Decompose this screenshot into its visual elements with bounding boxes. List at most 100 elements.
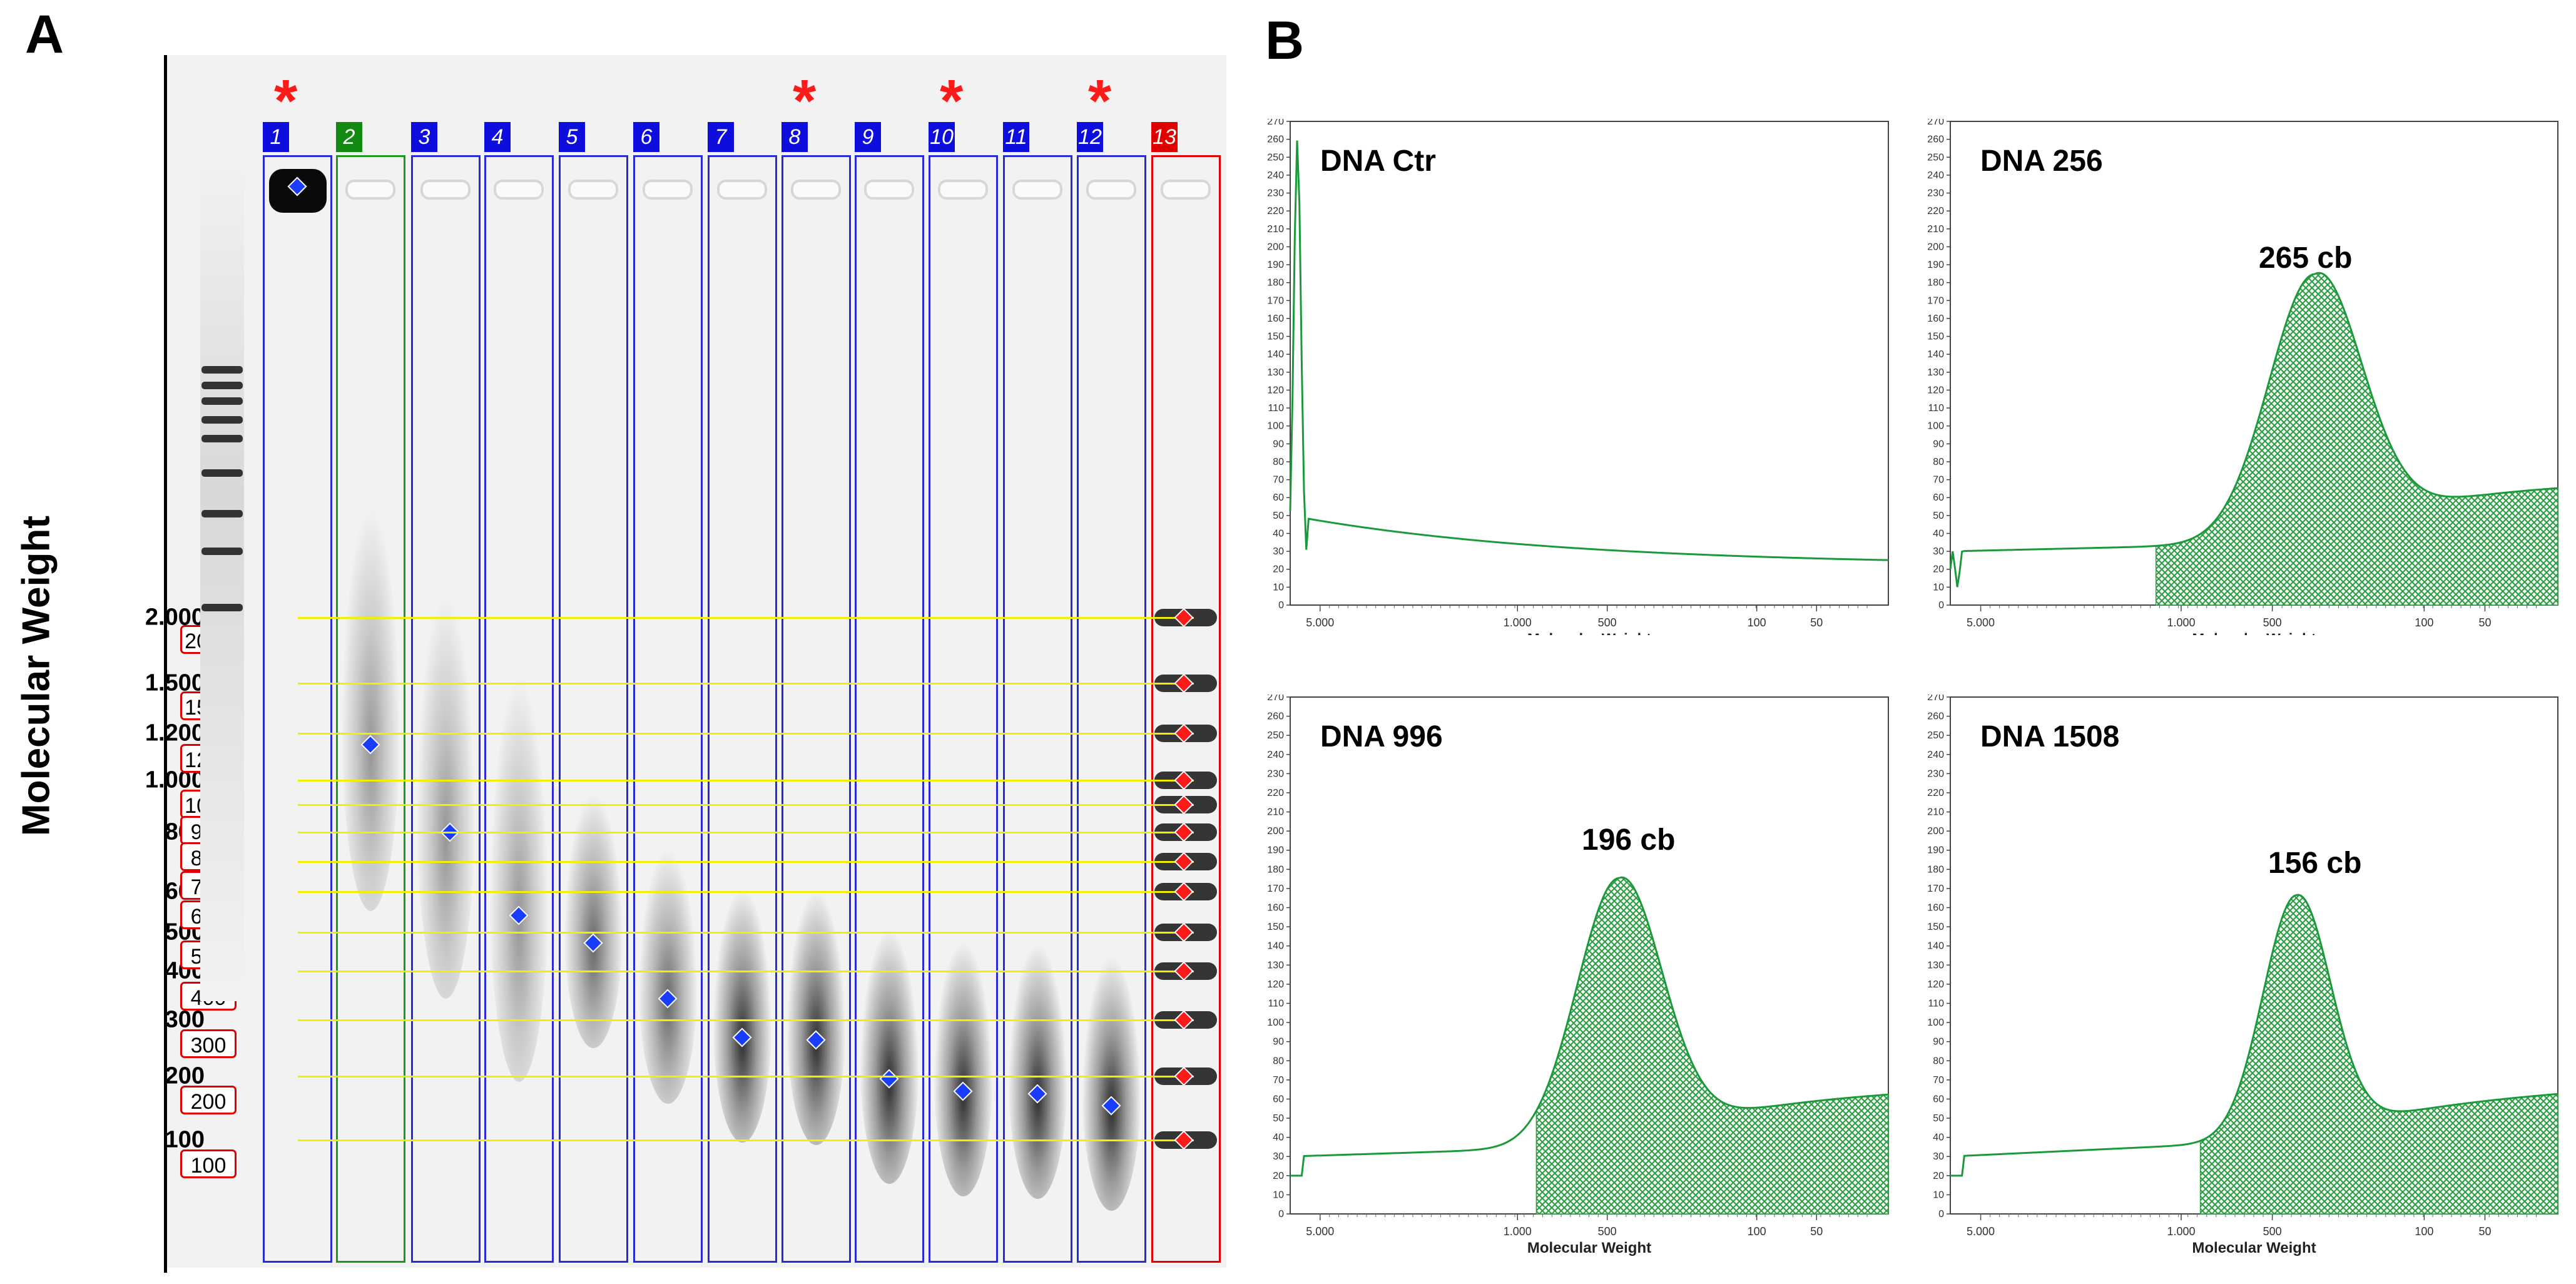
lane-box [633, 155, 703, 1263]
y-tick-label: 50 [1933, 1113, 1944, 1124]
y-tick-label: 200 [1927, 242, 1944, 252]
profile-chart: 0 10 20 30 40 50 60 70 80 90 100 110 120 130 140 150 160… [1251, 116, 1890, 648]
y-tick-label: 0 [1938, 1209, 1944, 1220]
y-tick-label: 160 [1927, 903, 1944, 914]
lane-number-badge: 12 [1077, 122, 1103, 152]
mw-reference-line [298, 617, 1194, 619]
ladder-size-box: 300 [180, 1029, 237, 1058]
profile-curve [1949, 272, 2558, 588]
y-tick-label: 140 [1267, 941, 1284, 952]
x-tick-label: 500 [2263, 616, 2282, 629]
y-tick-label: 250 [1267, 730, 1284, 741]
y-tick-label: 220 [1267, 206, 1284, 217]
peak-size-label: 156 cb [2268, 847, 2362, 880]
profile-plot: 0 10 20 30 40 50 60 70 80 90 100 110 120 130 140 150 160… [1267, 116, 1889, 648]
x-tick-label: 5.000 [1967, 616, 1995, 629]
lane-number-badge: 9 [855, 122, 881, 152]
mw-reference-line [298, 1019, 1194, 1021]
x-tick-label: 5.000 [1306, 1225, 1334, 1238]
reference-ladder-lane [200, 156, 244, 1001]
y-tick-label: 10 [1273, 582, 1284, 593]
x-tick-label: 50 [1810, 1225, 1823, 1238]
y-tick-label: 170 [1267, 884, 1284, 894]
y-tick-label: 30 [1933, 1151, 1944, 1162]
y-tick-label: 90 [1933, 1037, 1944, 1047]
gel-y-axis-line [164, 55, 167, 1273]
y-tick-label: 90 [1273, 439, 1284, 449]
lane-number-badge: 5 [559, 122, 585, 152]
y-tick-label: 120 [1927, 385, 1944, 395]
y-tick-label: 100 [1267, 421, 1284, 432]
y-tick-label: 120 [1927, 979, 1944, 990]
y-tick-label: 190 [1267, 845, 1284, 856]
y-tick-label: 60 [1273, 492, 1284, 503]
y-tick-label: 50 [1933, 511, 1944, 521]
profile-title: DNA 1508 [1980, 720, 2120, 753]
y-tick-label: 30 [1273, 1151, 1284, 1162]
x-tick-label: 50 [2478, 1225, 2491, 1238]
y-tick-label: 190 [1927, 845, 1944, 856]
y-tick-label: 10 [1933, 1190, 1944, 1200]
profile-chart: 0 10 20 30 40 50 60 70 80 90 100 110 120 130 140 150 160… [1912, 692, 2559, 1259]
y-tick-label: 210 [1267, 224, 1284, 235]
y-tick-label: 80 [1933, 1056, 1944, 1066]
y-tick-label: 150 [1927, 922, 1944, 932]
y-tick-label: 200 [1267, 242, 1284, 252]
mw-reference-line [298, 1139, 1194, 1141]
y-tick-label: 40 [1933, 1133, 1944, 1143]
y-tick-label: 270 [1927, 119, 1944, 127]
y-tick-label: 200 [1927, 826, 1944, 837]
y-tick-label: 20 [1933, 564, 1944, 575]
peak-size-label: 196 cb [1582, 823, 1676, 857]
lane-number-badge: 8 [781, 122, 808, 152]
mw-reference-line [298, 1076, 1194, 1078]
profile-plot: 0 10 20 30 40 50 60 70 80 90 100 110 120 130 140 150 160… [1267, 692, 1889, 1256]
y-tick-label: 180 [1267, 864, 1284, 875]
lane-number-badge: 1 [263, 122, 289, 152]
sample-well [1086, 180, 1136, 200]
lane-box [855, 155, 924, 1263]
gel-y-axis-title: Molecular Weight [14, 515, 58, 837]
y-tick-label: 130 [1927, 367, 1944, 378]
x-axis-title: Molecular Weight [1527, 631, 1651, 635]
y-tick-label: 70 [1273, 475, 1284, 486]
y-tick-label: 150 [1927, 332, 1944, 342]
x-tick-label: 500 [1598, 616, 1617, 629]
profile-title: DNA 256 [1980, 145, 2103, 178]
y-tick-label: 210 [1927, 807, 1944, 818]
y-tick-label: 70 [1273, 1075, 1284, 1086]
y-tick-label: 190 [1267, 260, 1284, 270]
y-tick-label: 80 [1273, 1056, 1284, 1066]
y-tick-label: 200 [1267, 826, 1284, 837]
y-tick-label: 80 [1273, 457, 1284, 467]
lane-number-badge: 3 [411, 122, 437, 152]
profile-title: DNA Ctr [1320, 145, 1436, 178]
lane-box [1003, 155, 1072, 1263]
mw-reference-line [298, 832, 1194, 833]
y-tick-label: 230 [1267, 768, 1284, 779]
y-tick-label: 10 [1933, 582, 1944, 593]
y-tick-label: 150 [1267, 332, 1284, 342]
mw-tick-label: 100 [165, 1126, 205, 1153]
y-tick-label: 30 [1273, 546, 1284, 557]
lane-number-badge: 7 [708, 122, 734, 152]
profile-plot: 0 10 20 30 40 50 60 70 80 90 100 110 120 130 140 150 160… [1927, 692, 2558, 1256]
lane-asterisk: * [274, 68, 298, 135]
lane-dna-smear [713, 887, 772, 1143]
y-tick-label: 110 [1928, 998, 1944, 1009]
lane-dna-smear [564, 793, 623, 1049]
mw-reference-line [298, 932, 1194, 934]
lane-box [336, 155, 405, 1263]
panel-a-label: A [25, 4, 64, 64]
x-tick-label: 500 [1598, 1225, 1617, 1238]
ladder-size-box: 100 [180, 1149, 237, 1178]
x-axis-title: Molecular Weight [2192, 631, 2316, 635]
x-tick-label: 1.000 [1504, 616, 1532, 629]
mw-tick-label: 1.200 [145, 720, 205, 746]
y-tick-label: 150 [1267, 922, 1284, 932]
lane-box [929, 155, 998, 1263]
x-axis-title: Molecular Weight [1527, 1240, 1651, 1256]
y-tick-label: 250 [1927, 152, 1944, 163]
ladder-size-box: 200 [180, 1086, 237, 1114]
lane-dna-smear [1008, 944, 1067, 1200]
